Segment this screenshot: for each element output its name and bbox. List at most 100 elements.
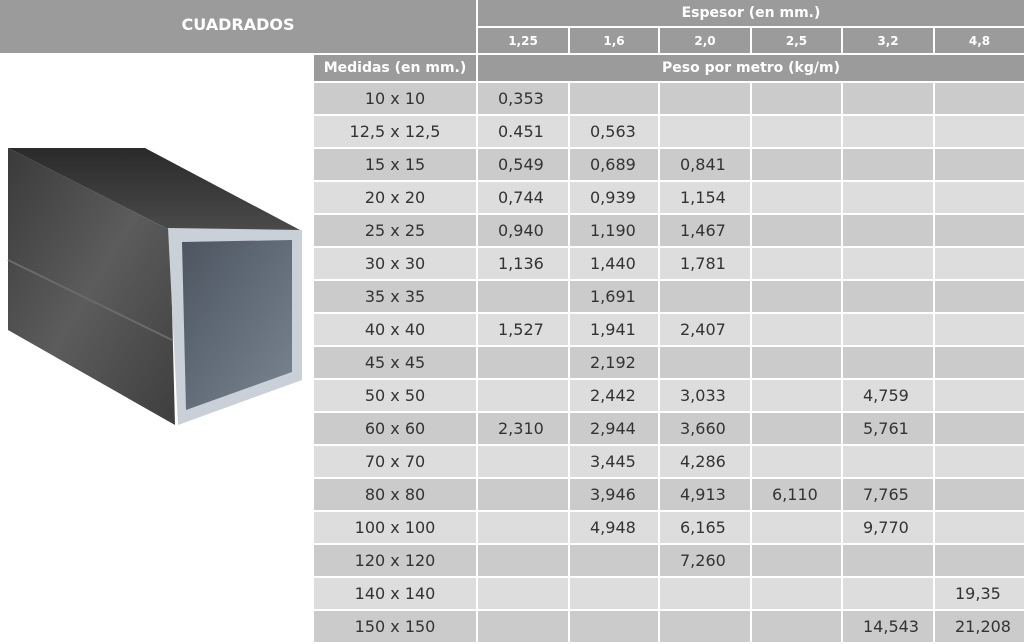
weight-cell [935, 248, 1024, 279]
weight-cell [935, 314, 1024, 345]
weight-cell: 1,691 [570, 281, 658, 312]
weight-cell [843, 215, 933, 246]
weight-cell [935, 380, 1024, 411]
weight-cell [935, 413, 1024, 444]
weight-cell: 4,948 [570, 512, 658, 543]
size-cell: 40 x 40 [314, 314, 476, 345]
weight-cell [478, 545, 568, 576]
weight-cell [478, 611, 568, 642]
weight-cell: 1,136 [478, 248, 568, 279]
weight-cell [752, 215, 841, 246]
weight-cell: 6,110 [752, 479, 841, 510]
weight-cell: 19,35 [935, 578, 1024, 609]
weight-cell: 1,781 [660, 248, 750, 279]
thickness-header: 3,2 [843, 28, 933, 53]
weight-cell [935, 446, 1024, 477]
weight-cell [752, 314, 841, 345]
weight-cell [752, 347, 841, 378]
square-tube-image [7, 148, 302, 425]
weight-cell [752, 446, 841, 477]
weight-cell [935, 281, 1024, 312]
weight-cell: 0,563 [570, 116, 658, 147]
weight-cell: 0,841 [660, 149, 750, 180]
weight-cell [478, 446, 568, 477]
weight-cell [752, 413, 841, 444]
weight-cell [843, 182, 933, 213]
weight-cell [935, 182, 1024, 213]
weight-cell: 21,208 [935, 611, 1024, 642]
weight-cell [752, 578, 841, 609]
weight-cell: 0,939 [570, 182, 658, 213]
size-cell: 12,5 x 12,5 [314, 116, 476, 147]
weight-cell [570, 578, 658, 609]
weight-cell [843, 281, 933, 312]
size-cell: 80 x 80 [314, 479, 476, 510]
weight-cell [752, 281, 841, 312]
weight-cell [752, 512, 841, 543]
weight-cell [570, 545, 658, 576]
weight-cell [660, 347, 750, 378]
size-cell: 120 x 120 [314, 545, 476, 576]
weight-cell [843, 545, 933, 576]
weight-cell: 4,759 [843, 380, 933, 411]
espesor-header: Espesor (en mm.) [478, 0, 1024, 26]
weight-cell [752, 182, 841, 213]
weight-cell: 4,913 [660, 479, 750, 510]
weight-cell: 3,033 [660, 380, 750, 411]
weight-cell [843, 446, 933, 477]
size-cell: 30 x 30 [314, 248, 476, 279]
weight-cell [660, 116, 750, 147]
weight-cell: 2,310 [478, 413, 568, 444]
weight-cell [843, 83, 933, 114]
weight-cell: 7,765 [843, 479, 933, 510]
weight-cell [752, 611, 841, 642]
size-cell: 15 x 15 [314, 149, 476, 180]
size-cell: 70 x 70 [314, 446, 476, 477]
weight-cell: 0,549 [478, 149, 568, 180]
weight-cell: 2,407 [660, 314, 750, 345]
size-cell: 20 x 20 [314, 182, 476, 213]
weight-cell [843, 314, 933, 345]
weight-cell: 1,440 [570, 248, 658, 279]
thickness-header: 1,6 [570, 28, 658, 53]
weight-cell [478, 347, 568, 378]
thickness-header: 2,5 [752, 28, 841, 53]
weight-cell [478, 512, 568, 543]
weight-cell: 14,543 [843, 611, 933, 642]
weight-cell [843, 578, 933, 609]
weight-cell: 3,660 [660, 413, 750, 444]
weight-cell [935, 83, 1024, 114]
weight-cell: 1,190 [570, 215, 658, 246]
weight-cell: 3,946 [570, 479, 658, 510]
weight-cell [752, 248, 841, 279]
weight-cell [660, 83, 750, 114]
weight-cell [843, 248, 933, 279]
weight-cell [660, 611, 750, 642]
weight-cell [660, 281, 750, 312]
weight-cell [478, 578, 568, 609]
weight-cell [752, 149, 841, 180]
thickness-header: 2,0 [660, 28, 750, 53]
weight-cell [752, 380, 841, 411]
weight-cell [843, 116, 933, 147]
size-cell: 25 x 25 [314, 215, 476, 246]
size-cell: 140 x 140 [314, 578, 476, 609]
thickness-header: 4,8 [935, 28, 1024, 53]
weight-cell [570, 611, 658, 642]
weight-cell [935, 215, 1024, 246]
thickness-header: 1,25 [478, 28, 568, 53]
weight-cell [935, 512, 1024, 543]
weight-cell: 0,689 [570, 149, 658, 180]
size-cell: 45 x 45 [314, 347, 476, 378]
size-cell: 50 x 50 [314, 380, 476, 411]
weight-cell: 6,165 [660, 512, 750, 543]
weight-cell [478, 479, 568, 510]
weight-cell [935, 479, 1024, 510]
weight-cell: 7,260 [660, 545, 750, 576]
weight-cell [843, 149, 933, 180]
weight-cell [478, 380, 568, 411]
weight-cell [752, 116, 841, 147]
weight-cell: 1,941 [570, 314, 658, 345]
weight-cell [935, 116, 1024, 147]
size-cell: 150 x 150 [314, 611, 476, 642]
